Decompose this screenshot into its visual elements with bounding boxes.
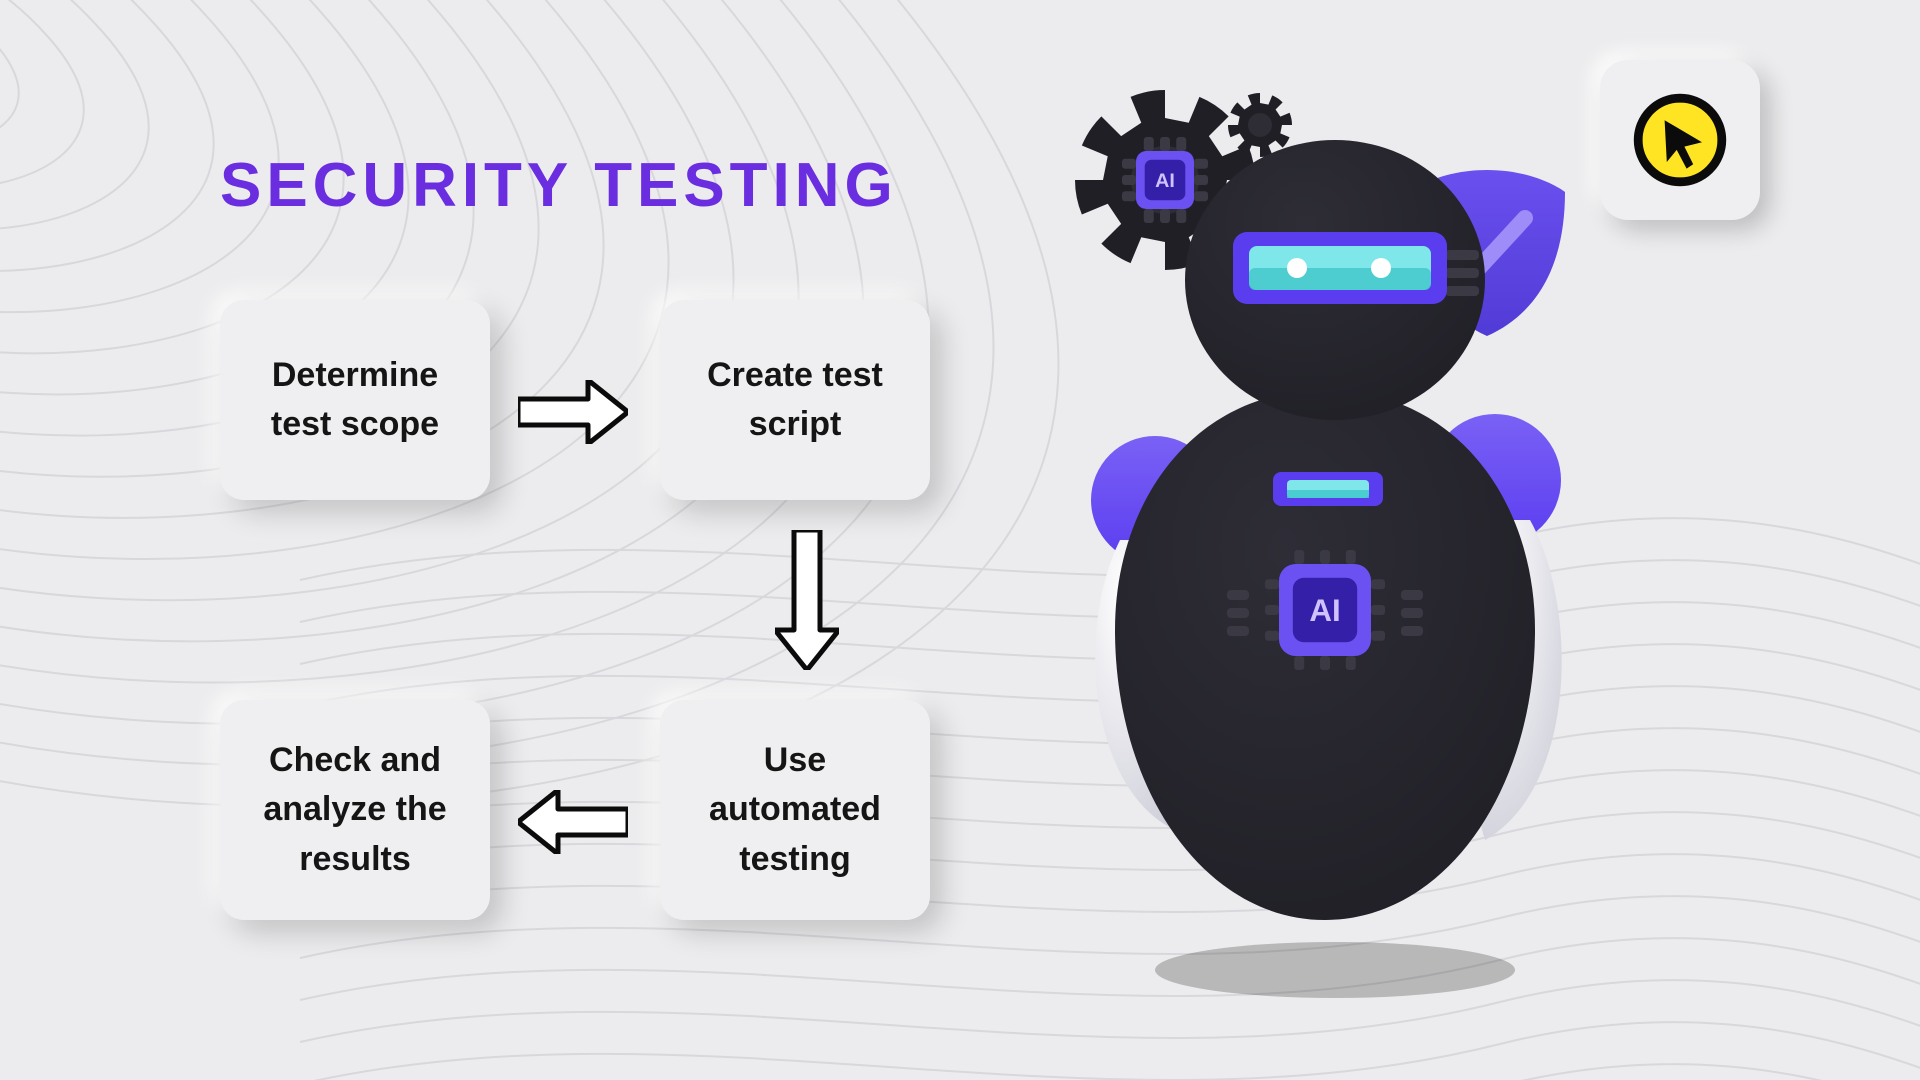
flow-arrow-right-icon [518,380,628,444]
title-text: SECURITY TESTING [220,151,898,220]
flow-arrow-left-icon [518,790,628,854]
svg-text:AI: AI [1155,170,1175,192]
flow-card-label: Useautomatedtesting [709,736,881,884]
flow-arrow-down-icon [775,530,839,670]
flow-card-label: Determinetest scope [271,351,439,450]
cursor-arrow-icon [1625,85,1735,195]
flow-card-analyze-results: Check andanalyze theresults [220,700,490,920]
svg-text:AI: AI [1309,593,1340,628]
flow-card-label: Create testscript [707,351,883,450]
flow-card-automated-testing: Useautomatedtesting [660,700,930,920]
flow-card-create-script: Create testscript [660,300,930,500]
robot-illustration: AI [1035,70,1595,1010]
flow-card-label: Check andanalyze theresults [263,736,446,884]
flow-card-determine-scope: Determinetest scope [220,300,490,500]
cursor-button[interactable] [1600,60,1760,220]
page-title: SECURITY TESTING [220,150,898,221]
